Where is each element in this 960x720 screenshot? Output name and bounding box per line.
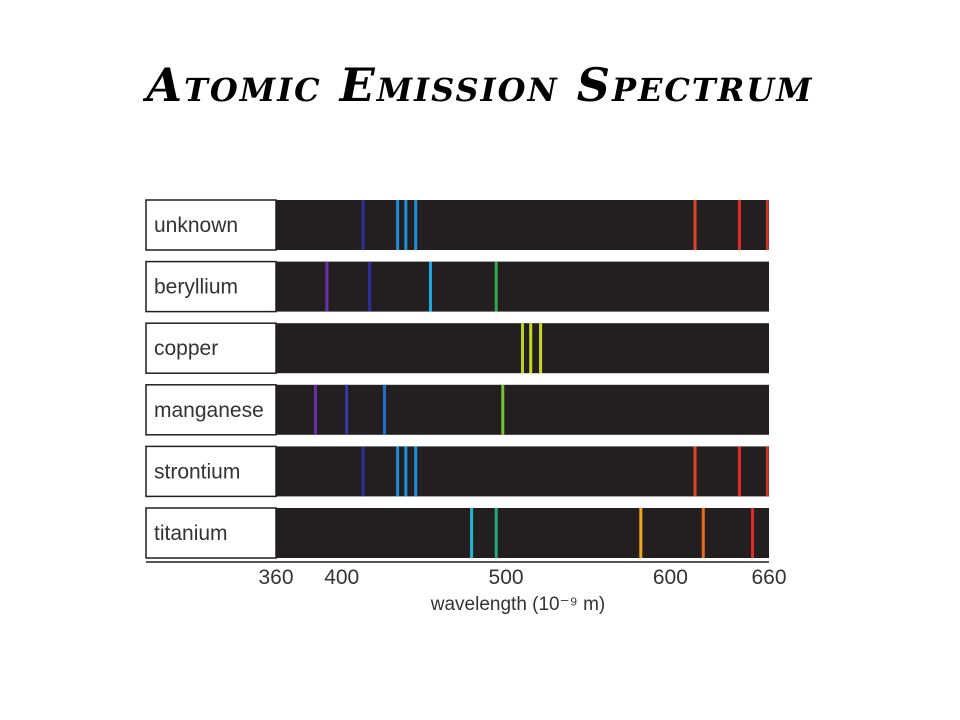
row-label: copper	[154, 337, 218, 360]
emission-line-beryllium-0	[325, 261, 329, 312]
row-label-box	[145, 445, 277, 498]
emission-line-manganese-3	[501, 384, 505, 435]
row-label: beryllium	[154, 276, 238, 299]
emission-line-copper-0	[521, 323, 524, 374]
spectrum-row-strontium: strontium	[145, 445, 769, 498]
row-label: strontium	[154, 460, 240, 483]
emission-line-titanium-2	[639, 508, 643, 558]
spectrum-rows: unknown beryllium copper manganese strontium…	[145, 199, 769, 563]
emission-line-strontium-4	[693, 446, 697, 497]
emission-line-beryllium-2	[428, 261, 432, 312]
spectrum-row-beryllium: beryllium	[145, 260, 769, 313]
x-tick-label-600: 600	[653, 566, 688, 589]
emission-line-beryllium-1	[368, 261, 372, 312]
emission-line-unknown-2	[404, 200, 408, 250]
emission-line-titanium-1	[494, 508, 498, 558]
spectrum-row-titanium: titanium	[145, 507, 769, 559]
emission-line-strontium-6	[765, 446, 769, 497]
spectrum-strip	[276, 384, 769, 435]
emission-line-titanium-4	[751, 508, 755, 558]
emission-line-unknown-6	[765, 200, 769, 250]
row-label: manganese	[154, 399, 264, 422]
emission-line-strontium-2	[404, 446, 408, 497]
spectrum-row-manganese: manganese	[145, 384, 769, 436]
emission-line-manganese-0	[313, 384, 317, 435]
x-tick-label-500: 500	[489, 566, 524, 589]
emission-line-titanium-3	[701, 508, 705, 558]
x-axis-ticks: 360 400 500 600 660	[258, 566, 786, 589]
emission-line-manganese-2	[382, 384, 386, 435]
emission-line-strontium-5	[737, 446, 741, 497]
emission-line-unknown-0	[361, 200, 365, 250]
emission-line-strontium-1	[396, 446, 400, 497]
emission-line-unknown-5	[737, 200, 741, 250]
x-tick-label-660: 660	[751, 566, 786, 589]
x-tick-label-360: 360	[258, 566, 293, 589]
spectrum-strip	[276, 261, 769, 312]
spectrum-row-copper: copper	[145, 322, 769, 374]
emission-line-strontium-3	[414, 446, 418, 497]
spectrum-strip	[276, 200, 769, 250]
spectrum-row-unknown: unknown	[145, 199, 769, 251]
row-label: titanium	[154, 522, 228, 545]
spectrum-strip	[276, 508, 769, 558]
emission-line-copper-2	[539, 323, 543, 374]
emission-line-strontium-0	[361, 446, 365, 497]
row-label-box	[145, 507, 277, 559]
x-axis-title: wavelength (10⁻⁹ m)	[430, 594, 605, 615]
row-label: unknown	[154, 214, 238, 237]
emission-line-beryllium-3	[494, 261, 498, 312]
row-label-box	[145, 384, 277, 436]
emission-line-copper-1	[529, 323, 533, 374]
emission-line-unknown-4	[693, 200, 697, 250]
emission-line-manganese-1	[345, 384, 349, 435]
emission-line-titanium-0	[470, 508, 474, 558]
emission-line-unknown-1	[396, 200, 400, 250]
x-tick-label-400: 400	[324, 566, 359, 589]
row-label-box	[145, 199, 277, 251]
slide-title: Atomic Emission Spectrum	[146, 58, 814, 112]
emission-line-unknown-3	[414, 200, 418, 250]
spectrum-strip	[276, 446, 769, 497]
